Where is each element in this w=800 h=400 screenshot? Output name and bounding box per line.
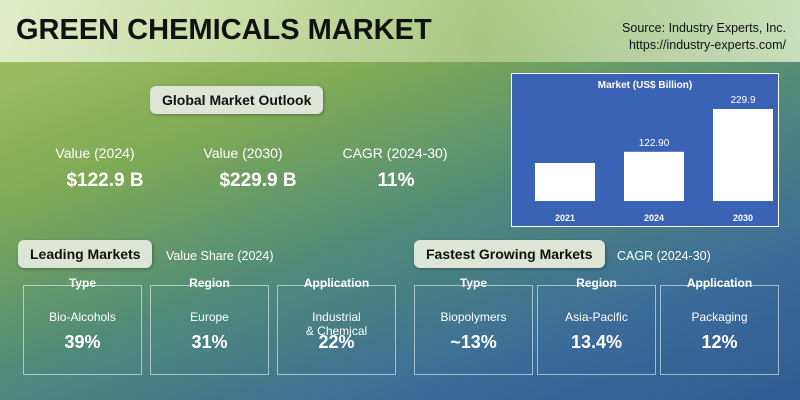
header-band xyxy=(0,0,800,62)
card: Type Bio-Alcohols 39% xyxy=(23,276,142,375)
x-tick-label: 2030 xyxy=(733,213,753,223)
source-url: https://industry-experts.com/ xyxy=(628,38,786,52)
card-name: Asia-Pacific xyxy=(565,310,628,324)
bar xyxy=(535,162,595,201)
card-kind: Application xyxy=(303,276,370,290)
source-text: Source: Industry Experts, Inc. xyxy=(622,21,786,35)
section-heading: Leading Markets xyxy=(18,240,153,268)
card-kind: Application xyxy=(686,276,753,290)
bar xyxy=(713,109,773,201)
card: Region Europe 31% xyxy=(150,276,269,375)
card: Type Biopolymers ~13% xyxy=(414,276,533,375)
stat-value: 11% xyxy=(377,170,415,191)
stat-label: Value (2024) xyxy=(55,145,135,161)
card-value: 12% xyxy=(701,332,738,352)
bar-chart: Market (US$ Billion) 2021 2024 122.90 2030 2… xyxy=(511,73,779,227)
card-name: Industrial & Chemical xyxy=(305,310,368,338)
section-heading: Global Market Outlook xyxy=(150,86,324,114)
chart-title: Market (US$ Billion) xyxy=(598,80,692,91)
card: Application Industrial & Chemical 22% xyxy=(277,276,396,375)
x-tick-label: 2021 xyxy=(555,213,575,223)
card-name: Bio-Alcohols xyxy=(49,310,116,324)
card-name: Packaging xyxy=(691,310,748,324)
source: Source: Industry Experts, Inc. https://in… xyxy=(622,20,786,54)
card-kind: Type xyxy=(459,276,488,290)
card-value: 39% xyxy=(64,332,101,352)
card-kind: Region xyxy=(576,276,617,290)
bar xyxy=(624,151,684,201)
section-subheading: Value Share (2024) xyxy=(166,249,274,263)
card-name: Biopolymers xyxy=(440,310,507,324)
card-value: 31% xyxy=(191,332,228,352)
value-label: 122.90 xyxy=(639,138,670,149)
card-kind: Type xyxy=(68,276,97,290)
stat-value: $229.9 B xyxy=(219,170,297,191)
card-value: 13.4% xyxy=(570,332,623,352)
stat-label: Value (2030) xyxy=(203,145,283,161)
value-label: 229.9 xyxy=(730,95,755,106)
section-subheading: CAGR (2024-30) xyxy=(617,249,711,263)
card-name: Europe xyxy=(190,310,229,324)
card: Application Packaging 12% xyxy=(660,276,779,375)
card-kind: Region xyxy=(189,276,230,290)
x-tick-label: 2024 xyxy=(644,213,664,223)
card: Region Asia-Pacific 13.4% xyxy=(537,276,656,375)
title: GREEN CHEMICALS MARKET xyxy=(16,14,432,46)
section-heading: Fastest Growing Markets xyxy=(414,240,605,268)
card-value: ~13% xyxy=(450,332,497,352)
stat-label: CAGR (2024-30) xyxy=(342,145,448,161)
card-value: 22% xyxy=(318,332,355,352)
stat-value: $122.9 B xyxy=(66,170,144,191)
